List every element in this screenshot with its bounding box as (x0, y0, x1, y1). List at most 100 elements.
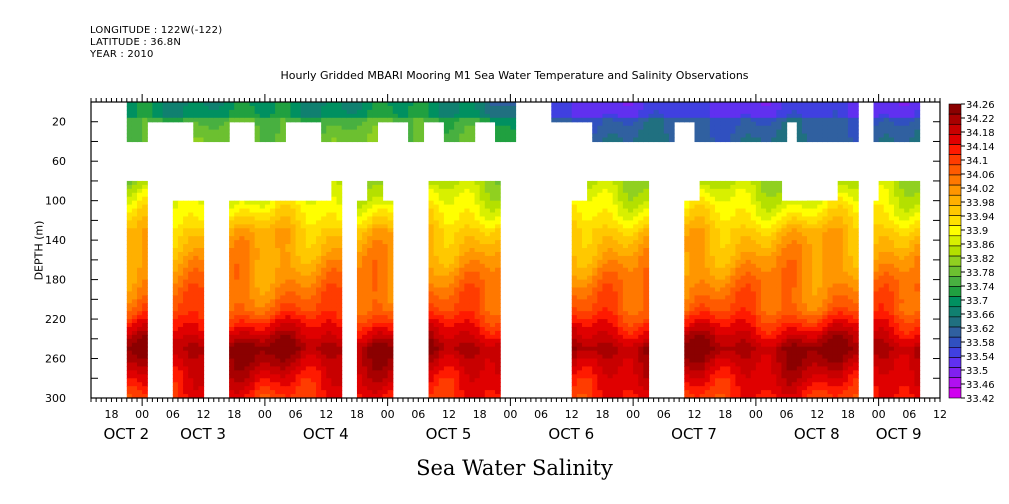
heatmap-cell (372, 208, 379, 214)
heatmap-cell (275, 255, 281, 261)
heatmap-cell (587, 255, 593, 261)
heatmap-cell (264, 303, 271, 308)
heatmap-cell (760, 109, 767, 115)
heatmap-cell (576, 370, 583, 375)
heatmap-cell (172, 326, 179, 332)
heatmap-cell (316, 251, 322, 257)
heatmap-cell (587, 267, 593, 273)
heatmap-cell (259, 370, 266, 375)
heatmap-cell (264, 113, 271, 119)
heatmap-cell (137, 295, 143, 300)
heatmap-cell (459, 390, 465, 395)
heatmap-cell (126, 228, 133, 233)
heatmap-cell (433, 188, 440, 194)
heatmap-cell (137, 390, 143, 395)
heatmap-cell (172, 113, 179, 119)
heatmap-cell (597, 303, 604, 308)
heatmap-cell (331, 390, 338, 395)
heatmap-cell (254, 354, 261, 360)
heatmap-cell (367, 137, 373, 143)
heatmap-cell (888, 137, 895, 143)
heatmap-cell (346, 137, 353, 143)
heatmap-cell (229, 315, 235, 320)
heatmap-cell (387, 299, 394, 304)
heatmap-cell (581, 102, 588, 107)
heatmap-cell (689, 287, 696, 293)
heatmap-cell (259, 374, 266, 379)
heatmap-cell (356, 137, 363, 143)
heatmap-cell (356, 307, 363, 312)
heatmap-cell (832, 129, 839, 135)
heatmap-cell (362, 259, 368, 265)
heatmap-cell (310, 350, 317, 356)
heatmap-cell (909, 129, 916, 135)
heatmap-cell (464, 184, 471, 190)
heatmap-cell (592, 275, 598, 281)
heatmap-cell (183, 326, 189, 332)
heatmap-cell (290, 338, 297, 344)
heatmap-cell (234, 370, 240, 375)
heatmap-cell (264, 267, 271, 273)
heatmap-cell (239, 287, 246, 293)
heatmap-cell (244, 378, 251, 383)
heatmap-cell (264, 354, 271, 360)
heatmap-cell (285, 236, 292, 241)
heatmap-cell (474, 287, 481, 293)
heatmap-cell (183, 228, 189, 233)
heatmap-cell (177, 330, 184, 336)
heatmap-cell (131, 109, 138, 115)
heatmap-cell (592, 295, 598, 300)
heatmap-cell (229, 350, 235, 356)
heatmap-cell (372, 196, 379, 202)
heatmap-cell (592, 358, 598, 364)
heatmap-cell (801, 137, 808, 143)
heatmap-cell (883, 113, 890, 119)
heatmap-cell (776, 129, 783, 135)
heatmap-cell (449, 204, 455, 210)
heatmap-cell (223, 105, 230, 111)
heatmap-cell (387, 232, 394, 237)
heatmap-cell (699, 350, 706, 356)
heatmap-cell (137, 200, 143, 206)
heatmap-cell (193, 105, 199, 111)
heatmap-cell (617, 133, 624, 139)
heatmap-cell (331, 303, 338, 308)
heatmap-cell (362, 354, 368, 360)
heatmap-cell (413, 129, 419, 135)
heatmap-cell (607, 378, 614, 383)
heatmap-cell (454, 263, 460, 269)
heatmap-cell (449, 224, 455, 229)
heatmap-cell (305, 232, 312, 237)
heatmap-cell (229, 358, 235, 364)
heatmap-cell (336, 240, 343, 245)
heatmap-cell (449, 386, 455, 391)
heatmap-cell (822, 117, 829, 123)
heatmap-cell (172, 307, 179, 312)
heatmap-cell (244, 109, 251, 115)
heatmap-cell (264, 259, 271, 265)
heatmap-cell (597, 212, 604, 218)
heatmap-cell (474, 346, 481, 352)
heatmap-cell (188, 338, 194, 344)
heatmap-cell (464, 180, 471, 186)
heatmap-cell (254, 311, 261, 316)
heatmap-cell (433, 307, 440, 312)
heatmap-cell (694, 338, 701, 344)
heatmap-cell (443, 204, 450, 210)
heatmap-cell (321, 133, 327, 139)
heatmap-cell (275, 267, 281, 273)
heatmap-cell (234, 354, 240, 360)
heatmap-cell (356, 338, 363, 344)
heatmap-cell (459, 334, 465, 340)
heatmap-cell (285, 271, 292, 277)
heatmap-cell (433, 216, 440, 221)
heatmap-cell (607, 330, 614, 336)
heatmap-cell (489, 362, 496, 368)
heatmap-cell (607, 342, 614, 348)
heatmap-cell (131, 212, 138, 218)
heatmap-cell (438, 291, 445, 296)
heatmap-cell (300, 319, 307, 324)
heatmap-cell (914, 113, 921, 119)
heatmap-cell (218, 117, 225, 123)
heatmap-cell (628, 255, 634, 261)
